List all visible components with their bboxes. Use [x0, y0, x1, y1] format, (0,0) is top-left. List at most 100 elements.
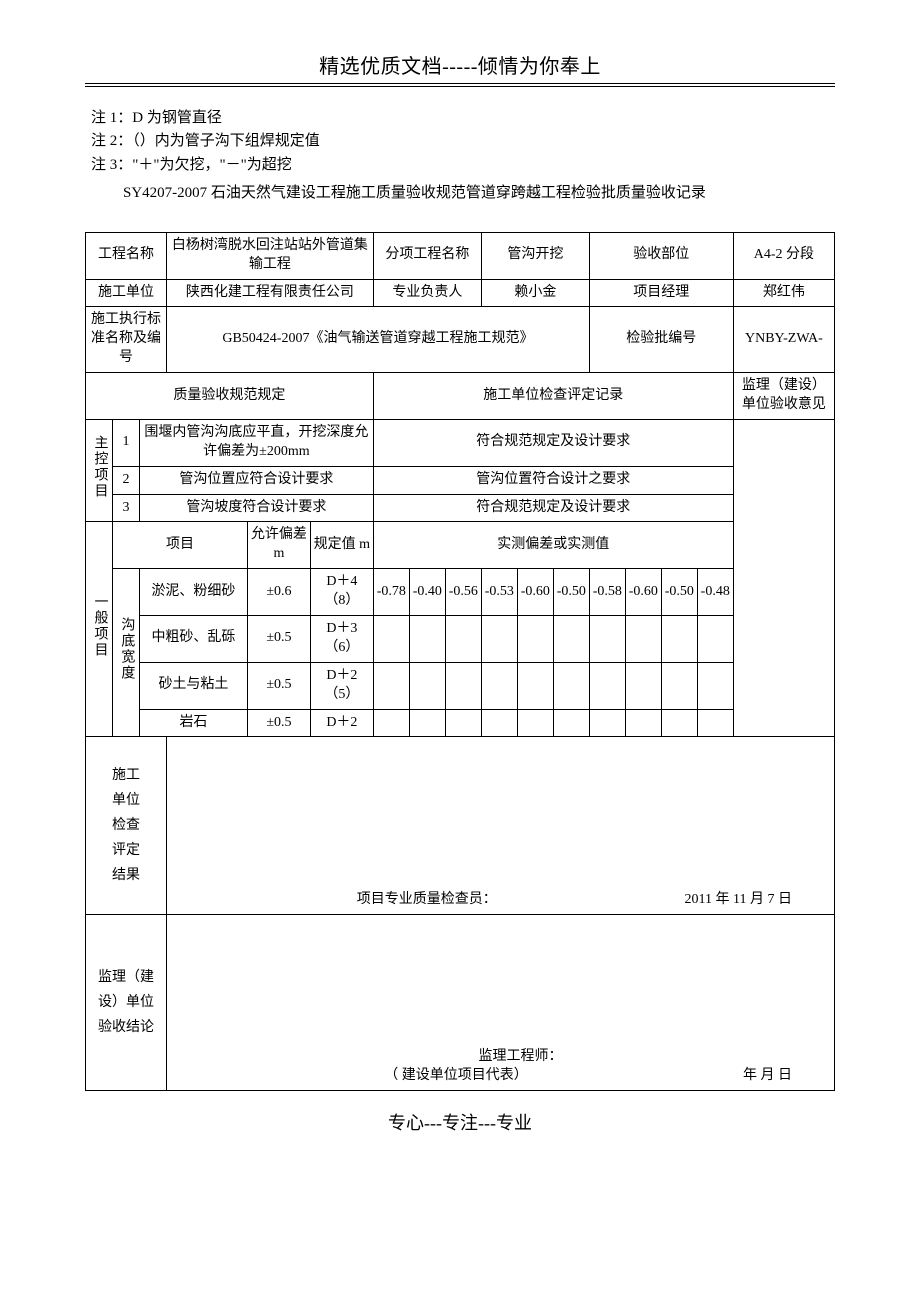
gr1-v7: -0.60 [625, 569, 661, 616]
spec-val-header: 规定值 m [310, 522, 373, 569]
supervise-opinion-cell [733, 419, 834, 737]
gr3-v3 [481, 662, 517, 709]
mc1-desc: 围堰内管沟沟底应平直，开挖深度允许偏差为±200mm [139, 419, 373, 466]
gr1-v8: -0.50 [661, 569, 697, 616]
blank-date: 年 月 日 [743, 1067, 832, 1086]
gr2-v2 [445, 616, 481, 663]
gr2-v7 [625, 616, 661, 663]
section-header-row: 质量验收规范规定 施工单位检查评定记录 监理（建设）单位验收意见 [86, 373, 835, 420]
unit-record-header: 施工单位检查评定记录 [373, 373, 733, 420]
mc2-desc: 管沟位置应符合设计要求 [139, 466, 373, 494]
note-3: 注 3："＋"为欠挖，"－"为超挖 [91, 154, 835, 177]
pro-leader-value: 赖小金 [481, 279, 589, 307]
mc2-no: 2 [112, 466, 139, 494]
allow-dev-header: 允许偏差m [247, 522, 310, 569]
spec-header: 质量验收规范规定 [86, 373, 374, 420]
page-watermark: 精选优质文档-----倾情为你奉上 [85, 50, 835, 79]
mc1-no: 1 [112, 419, 139, 466]
pm-label: 项目经理 [589, 279, 733, 307]
gr3-v1 [409, 662, 445, 709]
gr2-v6 [589, 616, 625, 663]
supervisor-label: 监理工程师： [169, 1048, 832, 1067]
pro-leader-label: 专业负责人 [373, 279, 481, 307]
note-1: 注 1：D 为钢管直径 [91, 107, 835, 130]
gr2-allow: ±0.5 [247, 616, 310, 663]
batch-no-label: 检验批编号 [589, 307, 733, 373]
measured-header: 实测偏差或实测值 [373, 522, 733, 569]
doc-subtitle: SY4207-2007 石油天然气建设工程施工质量验收规范管道穿跨越工程检验批质… [123, 183, 835, 204]
batch-no-value: YNBY-ZWA- [733, 307, 834, 373]
pm-value: 郑红伟 [733, 279, 834, 307]
accept-part-value: A4-2 分段 [733, 232, 834, 279]
gr1-v6: -0.58 [589, 569, 625, 616]
mc3-no: 3 [112, 494, 139, 522]
construct-unit-value: 陕西化建工程有限责任公司 [166, 279, 373, 307]
general-row-3: 砂土与粘土 ±0.5 D＋2（5） [86, 662, 835, 709]
gr4-v9 [697, 709, 733, 737]
gr3-v9 [697, 662, 733, 709]
gr1-allow: ±0.6 [247, 569, 310, 616]
ditch-width-label: 沟底宽度 [112, 569, 139, 737]
construct-unit-label: 施工单位 [86, 279, 167, 307]
construct-result-row: 施工单位检查评定结果 [86, 737, 835, 887]
main-table: 工程名称 白杨树湾脱水回注站站外管道集输工程 分项工程名称 管沟开挖 验收部位 … [85, 232, 835, 1091]
gr3-v4 [517, 662, 553, 709]
gr4-v7 [625, 709, 661, 737]
subitem-label: 分项工程名称 [373, 232, 481, 279]
main-ctrl-row-1: 主控项目 1 围堰内管沟沟底应平直，开挖深度允许偏差为±200mm 符合规范规定… [86, 419, 835, 466]
gr2-spec: D＋3（6） [310, 616, 373, 663]
main-ctrl-label: 主控项目 [86, 419, 113, 522]
mc1-result: 符合规范规定及设计要求 [373, 419, 733, 466]
gr1-v0: -0.78 [373, 569, 409, 616]
gr4-v8 [661, 709, 697, 737]
gr3-v7 [625, 662, 661, 709]
gr1-v5: -0.50 [553, 569, 589, 616]
gr1-v4: -0.60 [517, 569, 553, 616]
gr1-v9: -0.48 [697, 569, 733, 616]
gr2-v3 [481, 616, 517, 663]
accept-part-label: 验收部位 [589, 232, 733, 279]
mc3-desc: 管沟坡度符合设计要求 [139, 494, 373, 522]
general-row-4: 岩石 ±0.5 D＋2 [86, 709, 835, 737]
page: 精选优质文档-----倾情为你奉上 注 1：D 为钢管直径 注 2：（）内为管子… [0, 0, 920, 1175]
info-row-1: 工程名称 白杨树湾脱水回注站站外管道集输工程 分项工程名称 管沟开挖 验收部位 … [86, 232, 835, 279]
construct-result-label: 施工单位检查评定结果 [86, 737, 167, 914]
general-header-row: 一般项目 项目 允许偏差m 规定值 m 实测偏差或实测值 [86, 522, 835, 569]
gr1-name: 淤泥、粉细砂 [139, 569, 247, 616]
std-label: 施工执行标准名称及编号 [86, 307, 167, 373]
gr4-v1 [409, 709, 445, 737]
gr2-v5 [553, 616, 589, 663]
gr1-v3: -0.53 [481, 569, 517, 616]
gr3-v5 [553, 662, 589, 709]
subitem-value: 管沟开挖 [481, 232, 589, 279]
gr4-v6 [589, 709, 625, 737]
gr2-v8 [661, 616, 697, 663]
main-ctrl-row-2: 2 管沟位置应符合设计要求 管沟位置符合设计之要求 [86, 466, 835, 494]
project-name: 白杨树湾脱水回注站站外管道集输工程 [166, 232, 373, 279]
gr2-v9 [697, 616, 733, 663]
gr4-v4 [517, 709, 553, 737]
gr4-spec: D＋2 [310, 709, 373, 737]
gr2-v4 [517, 616, 553, 663]
general-label: 一般项目 [86, 522, 113, 737]
project-name-label: 工程名称 [86, 232, 167, 279]
info-row-3: 施工执行标准名称及编号 GB50424-2007《油气输送管道穿越工程施工规范》… [86, 307, 835, 373]
supervise-conclusion-sig: 监理工程师： （ 建设单位项目代表） 年 月 日 [86, 1044, 835, 1090]
mc2-result: 管沟位置符合设计之要求 [373, 466, 733, 494]
gr3-v2 [445, 662, 481, 709]
gr4-name: 岩石 [139, 709, 247, 737]
page-footer: 专心---专注---专业 [85, 1109, 835, 1135]
gr2-name: 中粗砂、乱砾 [139, 616, 247, 663]
gr3-allow: ±0.5 [247, 662, 310, 709]
supervise-conclusion-label: 监理（建设）单位验收结论 [86, 914, 167, 1090]
supervise-conclusion-row: 监理（建设）单位验收结论 [86, 914, 835, 1044]
gr2-v1 [409, 616, 445, 663]
inspector-label: 项目专业质量检查员： [357, 892, 497, 907]
gr1-v1: -0.40 [409, 569, 445, 616]
gr4-v3 [481, 709, 517, 737]
general-row-1: 沟底宽度 淤泥、粉细砂 ±0.6 D＋4（8） -0.78 -0.40 -0.5… [86, 569, 835, 616]
gr3-v6 [589, 662, 625, 709]
construct-result-body [166, 737, 834, 887]
std-value: GB50424-2007《油气输送管道穿越工程施工规范》 [166, 307, 589, 373]
gr1-spec: D＋4（8） [310, 569, 373, 616]
